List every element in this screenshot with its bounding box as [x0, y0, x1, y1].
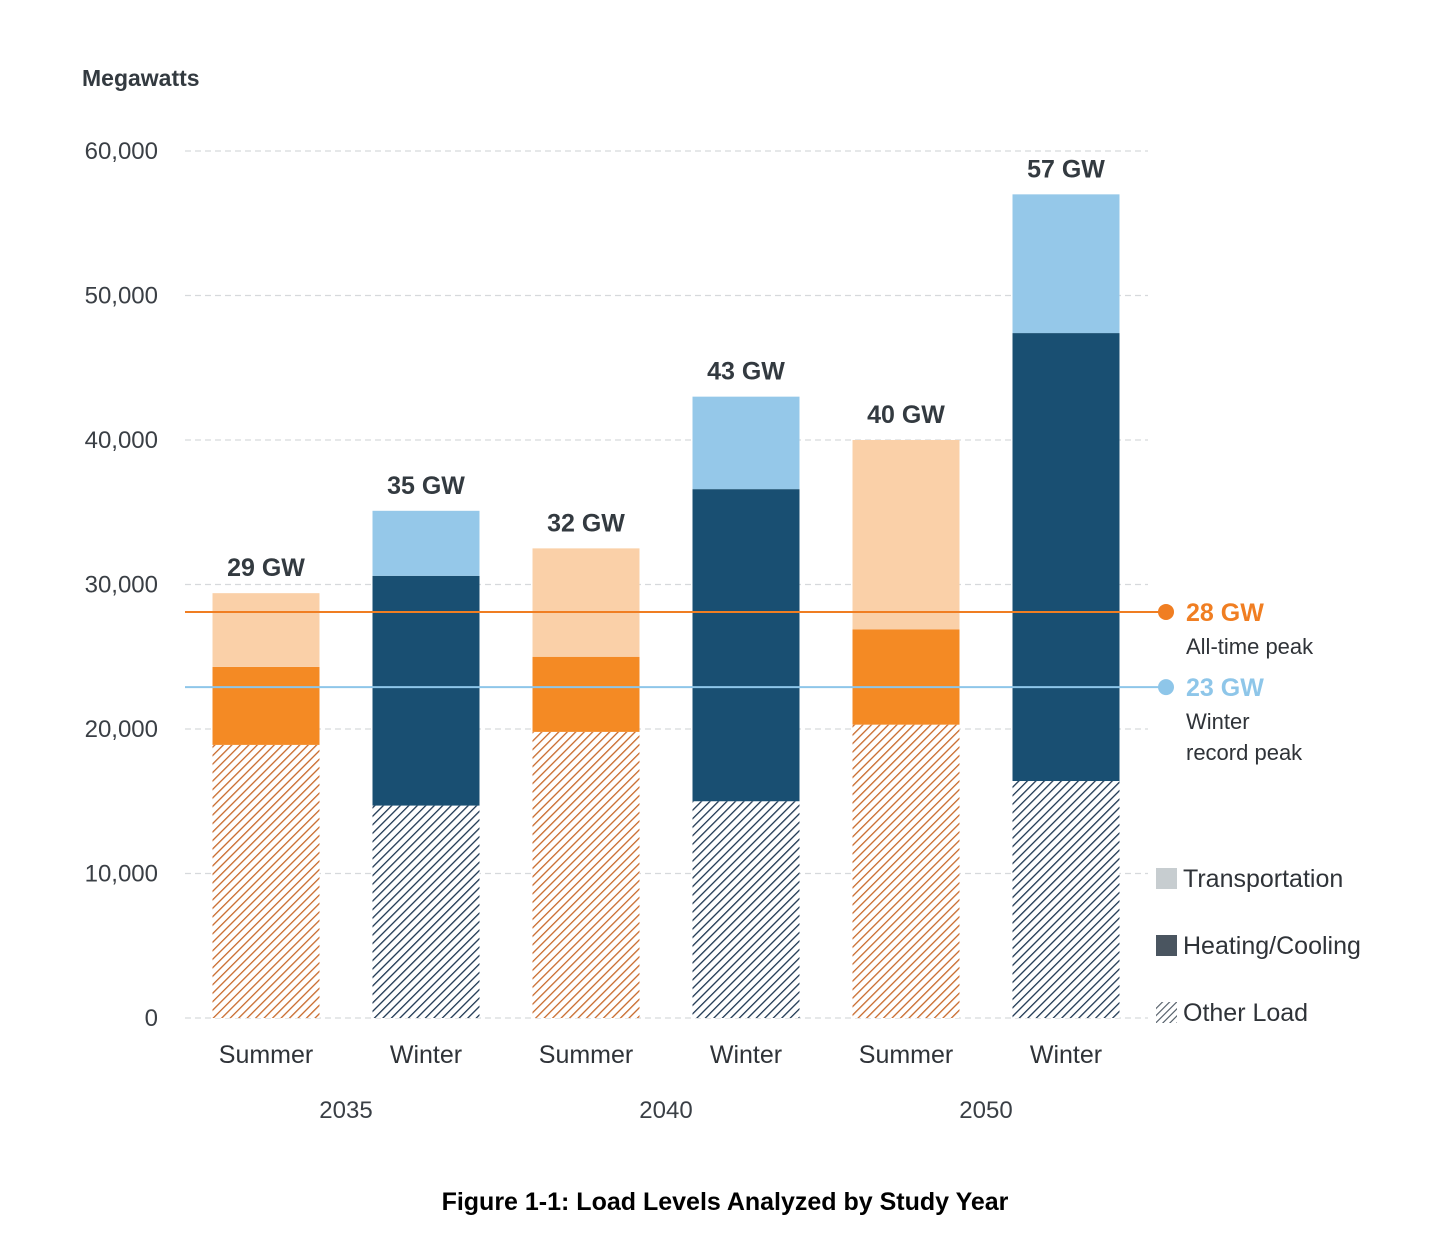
square-icon: [1156, 868, 1177, 889]
bar-segment-heating-cooling: [212, 666, 320, 745]
bar-total-label: 57 GW: [1027, 155, 1105, 183]
reference-description: Winter: [1186, 709, 1250, 734]
y-tick-label: 50,000: [85, 283, 158, 310]
bar-segment-other-load: [532, 731, 640, 1018]
x-category-label: Summer: [219, 1041, 313, 1069]
y-tick-label: 20,000: [85, 716, 158, 743]
reference-value-label: 23 GW: [1186, 674, 1264, 702]
legend: Transportation Heating/Cooling Other Load: [1156, 865, 1361, 1027]
legend-label: Heating/Cooling: [1183, 932, 1361, 960]
reference-description: All-time peak: [1186, 634, 1314, 659]
y-tick-label: 0: [145, 1005, 158, 1032]
bar-segment-other-load: [212, 744, 320, 1018]
total-labels: 29 GW 35 GW 32 GW 43 GW 40 GW 57 GW: [227, 155, 1105, 582]
reference-marker: [1158, 603, 1174, 620]
bar-segment-other-load: [692, 801, 800, 1018]
bar-segment-transportation: [372, 510, 480, 576]
hatched-square-icon: [1156, 1002, 1177, 1023]
y-axis-ticks: 0 10,000 20,000 30,000 40,000 50,000 60,000: [85, 138, 158, 1032]
gridlines: [185, 150, 1148, 1019]
y-tick-label: 60,000: [85, 138, 158, 165]
bar-segment-heating-cooling: [532, 656, 640, 732]
x-group-label: 2035: [319, 1097, 372, 1124]
y-tick-label: 40,000: [85, 427, 158, 454]
y-tick-label: 30,000: [85, 572, 158, 599]
reference-lines: 28 GW All-time peak 23 GW Winter record peak: [185, 599, 1314, 765]
y-tick-label: 10,000: [85, 861, 158, 888]
x-category-label: Winter: [710, 1041, 782, 1069]
bar-segment-transportation: [1012, 194, 1120, 334]
reference-marker: [1158, 679, 1174, 696]
x-category-label: Summer: [859, 1041, 953, 1069]
bar-total-label: 43 GW: [707, 358, 785, 386]
square-icon: [1156, 935, 1177, 956]
bar-segment-transportation: [532, 548, 640, 657]
x-group-label: 2050: [959, 1097, 1012, 1124]
x-group-label: 2040: [639, 1097, 692, 1124]
bar-segment-transportation: [852, 440, 960, 630]
legend-label: Other Load: [1183, 999, 1308, 1027]
bar-segment-heating-cooling: [372, 575, 480, 806]
bar-segment-other-load: [372, 805, 480, 1018]
x-category-label: Winter: [390, 1041, 462, 1069]
bar-segment-transportation: [212, 593, 320, 667]
bar-total-label: 35 GW: [387, 472, 465, 500]
figure-caption: Figure 1-1: Load Levels Analyzed by Stud…: [442, 1188, 1009, 1216]
bar-total-label: 40 GW: [867, 401, 945, 429]
bar-segment-transportation: [692, 396, 800, 490]
bar-segment-other-load: [852, 724, 960, 1018]
bar-segment-other-load: [1012, 781, 1120, 1018]
bar-segment-heating-cooling: [1012, 333, 1120, 782]
bar-total-label: 32 GW: [547, 509, 625, 537]
bar-segment-heating-cooling: [692, 489, 800, 802]
reference-description: record peak: [1186, 740, 1303, 765]
bars: [212, 194, 1120, 1018]
x-axis-categories: Summer Winter Summer Winter Summer Winter: [219, 1041, 1102, 1069]
x-category-label: Summer: [539, 1041, 633, 1069]
bar-total-label: 29 GW: [227, 554, 305, 582]
x-axis-groups: 2035 2040 2050: [319, 1097, 1012, 1124]
x-category-label: Winter: [1030, 1041, 1102, 1069]
reference-value-label: 28 GW: [1186, 599, 1264, 627]
legend-label: Transportation: [1183, 865, 1343, 893]
y-axis-label: Megawatts: [82, 65, 200, 91]
bar-segment-heating-cooling: [852, 629, 960, 725]
